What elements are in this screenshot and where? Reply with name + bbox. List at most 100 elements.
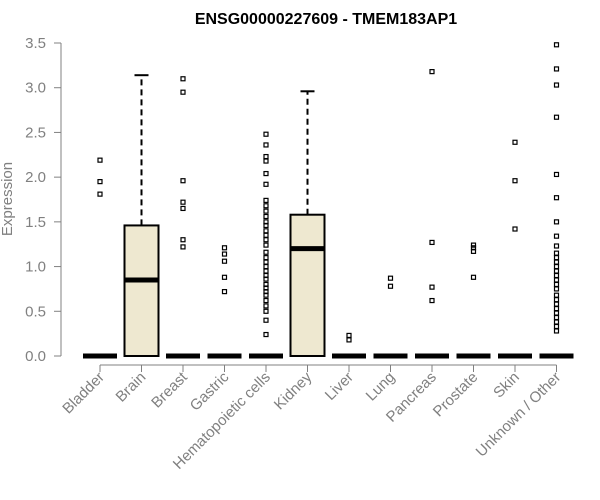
box (123, 224, 160, 357)
outlier-point (553, 297, 560, 303)
outlier-point (221, 274, 228, 280)
outlier-point (263, 131, 269, 137)
outlier-point (263, 249, 269, 255)
outlier-point (263, 308, 269, 314)
x-tick-label: Kidney (271, 368, 316, 413)
box-group (249, 131, 283, 359)
y-tick-label: 0.5 (25, 303, 46, 320)
outlier-point (553, 272, 560, 279)
outlier-point (512, 226, 518, 232)
outlier-point (263, 263, 269, 270)
box-group (123, 74, 160, 357)
outlier-point (553, 171, 560, 178)
outlier-point (180, 76, 186, 82)
outlier-point (387, 275, 394, 281)
outlier-point (429, 284, 435, 290)
chart-title: ENSG00000227609 - TMEM183AP1 (195, 11, 457, 28)
outlier-point (263, 232, 269, 238)
outlier-point (429, 239, 435, 246)
outlier-point (553, 281, 560, 288)
outlier-point (97, 157, 103, 163)
outlier-point (263, 268, 269, 274)
plot-area (83, 42, 574, 359)
outlier-point (553, 82, 560, 88)
outlier-point (221, 245, 228, 251)
outlier-point (180, 89, 186, 95)
outlier-point (180, 205, 186, 212)
outlier-point (97, 191, 103, 197)
y-tick-label: 3.5 (25, 35, 46, 52)
box-group (456, 242, 491, 359)
outlier-point (263, 158, 269, 164)
outlier-point (263, 242, 269, 248)
outlier-point (263, 170, 269, 177)
outlier-point (97, 179, 103, 185)
x-tick-label: Brain (113, 369, 150, 406)
outlier-point (553, 233, 560, 239)
box-group (498, 139, 532, 359)
x-tick-label: Lung (363, 369, 399, 405)
outlier-point (387, 283, 394, 289)
box-group (332, 332, 366, 359)
outlier-point (553, 259, 560, 265)
y-tick-label: 2.0 (25, 169, 46, 186)
outlier-point (553, 195, 560, 201)
outlier-point (263, 237, 269, 243)
outlier-point (553, 243, 560, 249)
outlier-point (263, 297, 269, 304)
outlier-point (553, 301, 560, 307)
x-tick-label: Breast (148, 368, 191, 411)
outlier-point (553, 268, 560, 274)
outlier-point (263, 208, 269, 214)
outlier-point (180, 244, 186, 250)
outlier-point (263, 228, 269, 234)
x-tick-label: Bladder (59, 369, 108, 418)
outlier-point (512, 178, 518, 184)
outlier-point (221, 289, 228, 295)
y-tick-label: 1.5 (25, 214, 46, 231)
outlier-point (180, 199, 186, 205)
outlier-point (553, 263, 560, 270)
outlier-point (429, 69, 435, 75)
x-tick-label: Liver (322, 369, 357, 404)
outlier-point (221, 258, 228, 264)
box (289, 213, 326, 357)
outlier-point (263, 153, 269, 160)
outlier-point (263, 331, 269, 338)
outlier-point (263, 213, 269, 220)
outlier-point (553, 114, 560, 120)
outlier-point (553, 319, 560, 325)
outlier-point (553, 323, 560, 330)
outlier-point (263, 203, 269, 209)
box-group (83, 157, 117, 359)
outlier-point (553, 286, 560, 292)
outlier-point (512, 139, 518, 145)
outlier-point (263, 303, 269, 309)
box-group (207, 245, 242, 359)
box-group (289, 90, 326, 357)
outlier-point (470, 245, 477, 251)
outlier-point (553, 292, 560, 298)
box-group (166, 76, 200, 359)
outlier-point (263, 255, 269, 261)
outlier-point (263, 197, 269, 203)
box-group (415, 69, 449, 359)
outlier-point (553, 277, 560, 283)
outlier-point (263, 142, 269, 148)
outlier-point (470, 274, 477, 280)
outlier-point (263, 259, 269, 265)
y-tick-label: 2.5 (25, 124, 46, 141)
outlier-point (263, 317, 269, 323)
y-axis-label: Expression (0, 162, 16, 236)
y-axis: 0.0 0.5 1.0 1.5 2.0 2.5 3.0 3.5 (25, 35, 62, 365)
box-group (373, 275, 408, 359)
box-group (539, 42, 574, 359)
outlier-point (180, 178, 186, 184)
outlier-point (553, 250, 560, 256)
outlier-point (470, 242, 477, 248)
outlier-point (263, 219, 269, 225)
y-tick-label: 0.0 (25, 348, 46, 365)
y-tick-label: 1.0 (25, 259, 46, 276)
